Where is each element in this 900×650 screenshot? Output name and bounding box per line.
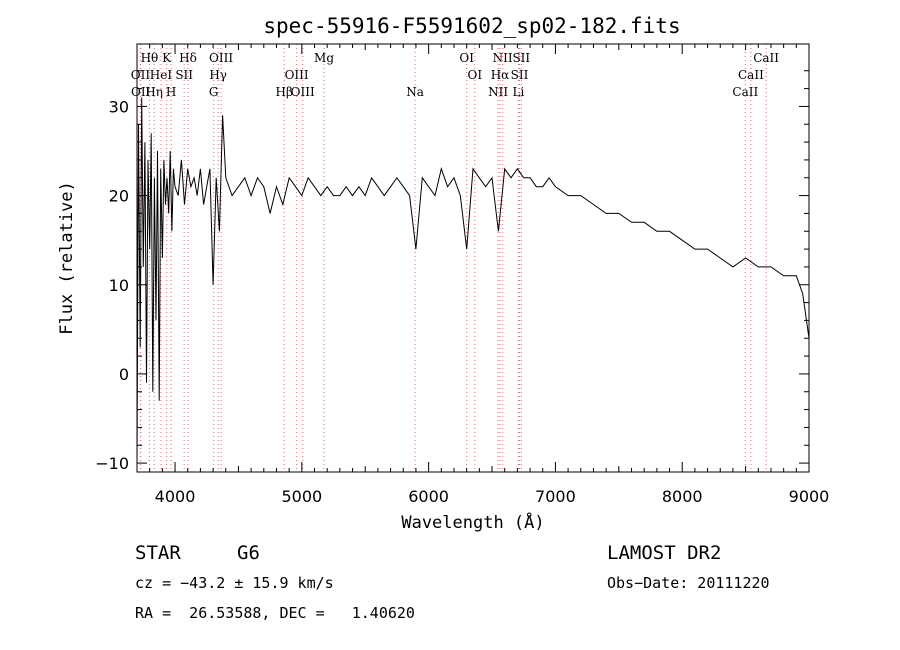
line-label: OII (131, 68, 151, 82)
y-axis: −10 0 10 20 30 (95, 70, 809, 473)
line-label: CaII (732, 85, 758, 99)
line-label: NII (493, 51, 513, 65)
x-axis-label: Wavelength (Å) (401, 511, 544, 533)
line-label: Hη (145, 85, 163, 99)
line-label: H (166, 85, 176, 99)
line-label: K (162, 51, 172, 65)
subclass: G6 (237, 542, 260, 564)
chart-title: spec-55916-F5591602_sp02-182.fits (263, 14, 680, 38)
y-tick-label: −10 (95, 454, 129, 473)
line-label: Li (512, 85, 524, 99)
line-label: Hα (491, 68, 510, 82)
spectrum-line (136, 97, 810, 464)
line-label: Hθ (141, 51, 159, 65)
plot-frame (136, 43, 810, 473)
coordinates: RA = 26.53588, DEC = 1.40620 (135, 604, 415, 622)
obs-date: Obs−Date: 20111220 (607, 574, 770, 592)
redshift-text: cz = −43.2 ± 15.9 km/s (135, 574, 334, 592)
line-label: OIII (291, 85, 315, 99)
line-label: Hδ (179, 51, 197, 65)
x-tick-label: 7000 (535, 487, 576, 506)
line-markers (139, 44, 767, 472)
x-tick-label: 8000 (662, 487, 703, 506)
object-class: STAR (135, 542, 181, 564)
line-label: CaII (753, 51, 779, 65)
line-label: OIII (209, 51, 233, 65)
x-tick-label: 9000 (789, 487, 830, 506)
line-label: SII (511, 68, 529, 82)
x-tick-label: 6000 (408, 487, 449, 506)
y-tick-label: 20 (109, 187, 129, 206)
y-tick-label: 30 (109, 97, 129, 116)
line-label: SII (512, 51, 530, 65)
line-label: SII (175, 68, 193, 82)
y-axis-label: Flux (relative) (57, 181, 77, 335)
y-tick-label: 0 (119, 365, 129, 384)
survey-name: LAMOST DR2 (607, 542, 722, 564)
line-label: Mg (314, 51, 334, 65)
line-label: OII (131, 85, 151, 99)
line-label: Hγ (209, 68, 227, 82)
line-label: OI (459, 51, 474, 65)
line-label: HeI (150, 68, 173, 82)
x-axis: 4000 5000 6000 7000 8000 9000 (136, 44, 830, 506)
line-label: Na (406, 85, 424, 99)
line-label: CaII (738, 68, 764, 82)
line-label: G (209, 85, 219, 99)
x-tick-label: 5000 (281, 487, 322, 506)
line-label: OIII (285, 68, 309, 82)
y-tick-label: 10 (109, 276, 129, 295)
line-label: Hβ (276, 85, 293, 99)
line-label: NII (488, 85, 508, 99)
line-label: OI (467, 68, 482, 82)
x-tick-label: 4000 (155, 487, 196, 506)
